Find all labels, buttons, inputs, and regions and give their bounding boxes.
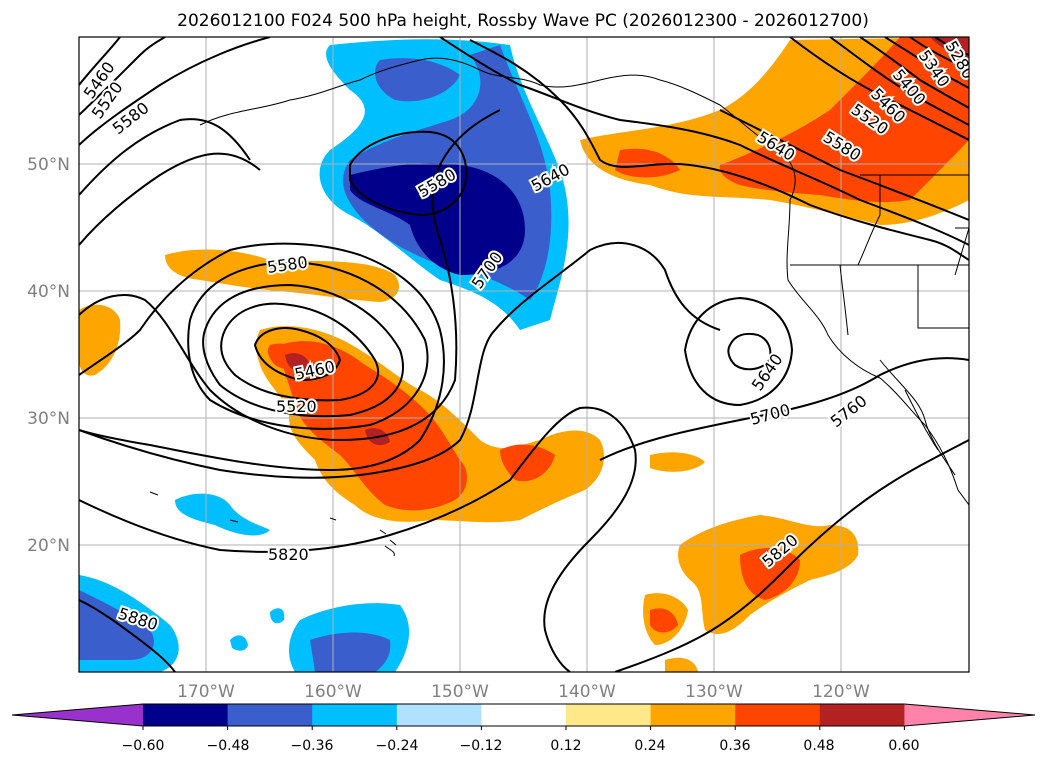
colorbar-tick-label: 0.60 bbox=[888, 738, 919, 754]
map-frame bbox=[78, 36, 970, 673]
height-contours bbox=[79, 37, 969, 672]
lon-label: 140°W bbox=[558, 682, 616, 702]
gridlines bbox=[79, 37, 969, 672]
colorbar-tick-label: 0.48 bbox=[803, 738, 834, 754]
lon-label: 150°W bbox=[431, 682, 489, 702]
colorbar-segment bbox=[396, 704, 482, 726]
chart-title: 2026012100 F024 500 hPa height, Rossby W… bbox=[177, 11, 869, 31]
colorbar-segment bbox=[650, 704, 736, 726]
colorbar-tick-label: 0.24 bbox=[634, 738, 665, 754]
contour-label: 5820 bbox=[268, 545, 309, 564]
colorbar-tick-label: 0.36 bbox=[719, 738, 750, 754]
colorbar-segment bbox=[143, 704, 229, 726]
colorbar-ticks: −0.60 −0.48 −0.36 −0.24 −0.12 0.12 0.24 … bbox=[122, 738, 920, 754]
colorbar-segment bbox=[819, 704, 905, 726]
lon-label: 160°W bbox=[304, 682, 362, 702]
lon-label: 130°W bbox=[685, 682, 743, 702]
colorbar-segment bbox=[566, 704, 652, 726]
colorbar-segment bbox=[227, 704, 313, 726]
lat-label: 40°N bbox=[27, 282, 70, 302]
negative-anomaly-shading bbox=[79, 39, 569, 672]
colorbar-segment bbox=[481, 704, 567, 726]
colorbar-segment bbox=[735, 704, 821, 726]
lat-label: 50°N bbox=[27, 155, 70, 175]
colorbar-tick-label: −0.60 bbox=[122, 738, 165, 754]
colorbar-tick-label: −0.36 bbox=[291, 738, 334, 754]
lat-label: 20°N bbox=[27, 536, 70, 556]
colorbar-tick-label: −0.48 bbox=[207, 738, 250, 754]
lon-label: 170°W bbox=[177, 682, 235, 702]
colorbar bbox=[11, 703, 1036, 730]
colorbar-segment bbox=[312, 704, 398, 726]
lat-label: 30°N bbox=[27, 409, 70, 429]
coastlines bbox=[149, 57, 969, 557]
lon-label: 120°W bbox=[812, 682, 870, 702]
colorbar-tick-label: −0.24 bbox=[376, 738, 419, 754]
map-area: 5460 5520 5580 5580 5580 5640 5700 5640 … bbox=[79, 37, 969, 672]
colorbar-tick-label: −0.12 bbox=[460, 738, 503, 754]
colorbar-extend-min bbox=[12, 704, 143, 726]
latitude-labels: 50°N 40°N 30°N 20°N bbox=[27, 155, 70, 556]
contour-label: 5520 bbox=[276, 397, 317, 416]
longitude-labels: 170°W 160°W 150°W 140°W 130°W 120°W bbox=[177, 682, 870, 702]
colorbar-extend-max bbox=[904, 704, 1035, 726]
colorbar-tick-label: 0.12 bbox=[550, 738, 581, 754]
